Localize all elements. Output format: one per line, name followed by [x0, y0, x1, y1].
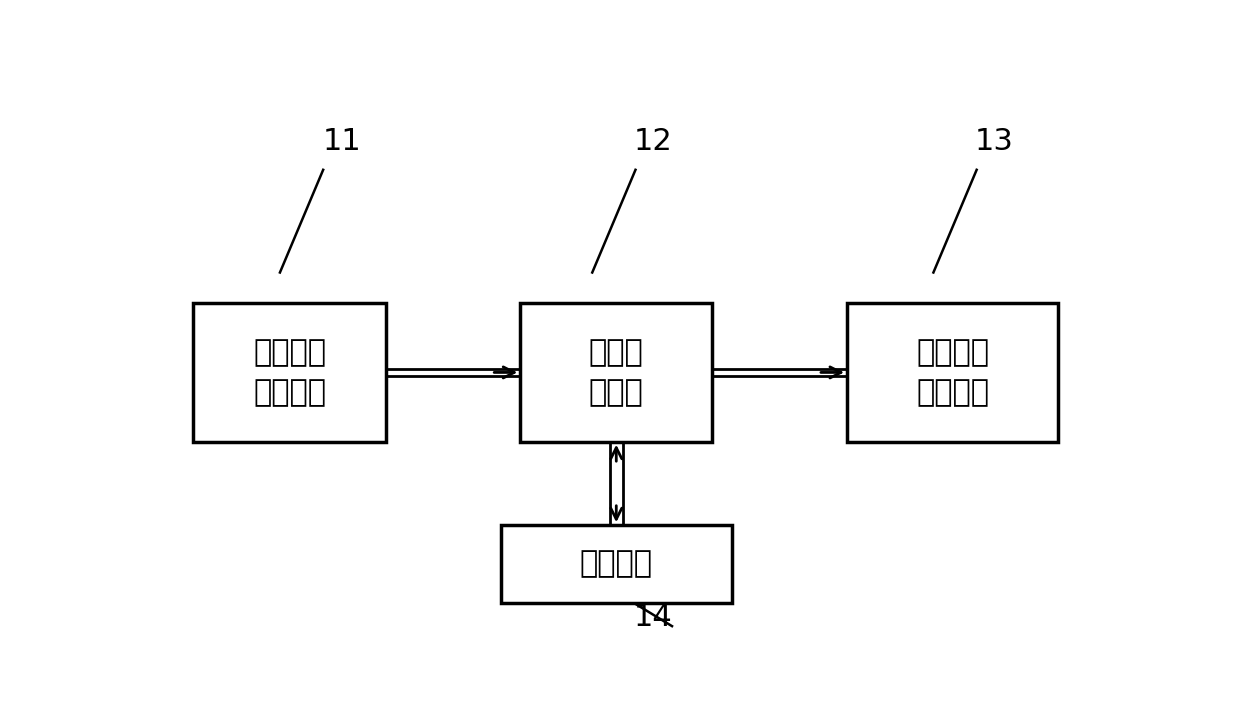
Text: 输出电压
调节单元: 输出电压 调节单元	[916, 337, 990, 407]
Text: 13: 13	[975, 127, 1013, 156]
Bar	[193, 303, 386, 442]
Bar	[847, 303, 1058, 442]
Bar	[521, 303, 713, 442]
Text: 12: 12	[634, 127, 672, 156]
Text: 11: 11	[322, 127, 362, 156]
Text: 均流调
节单元: 均流调 节单元	[589, 337, 644, 407]
Text: 均流母线: 均流母线	[580, 549, 652, 578]
Text: 输出电流
检测单元: 输出电流 检测单元	[253, 337, 326, 407]
Text: 14: 14	[634, 603, 672, 632]
Bar	[501, 525, 732, 603]
